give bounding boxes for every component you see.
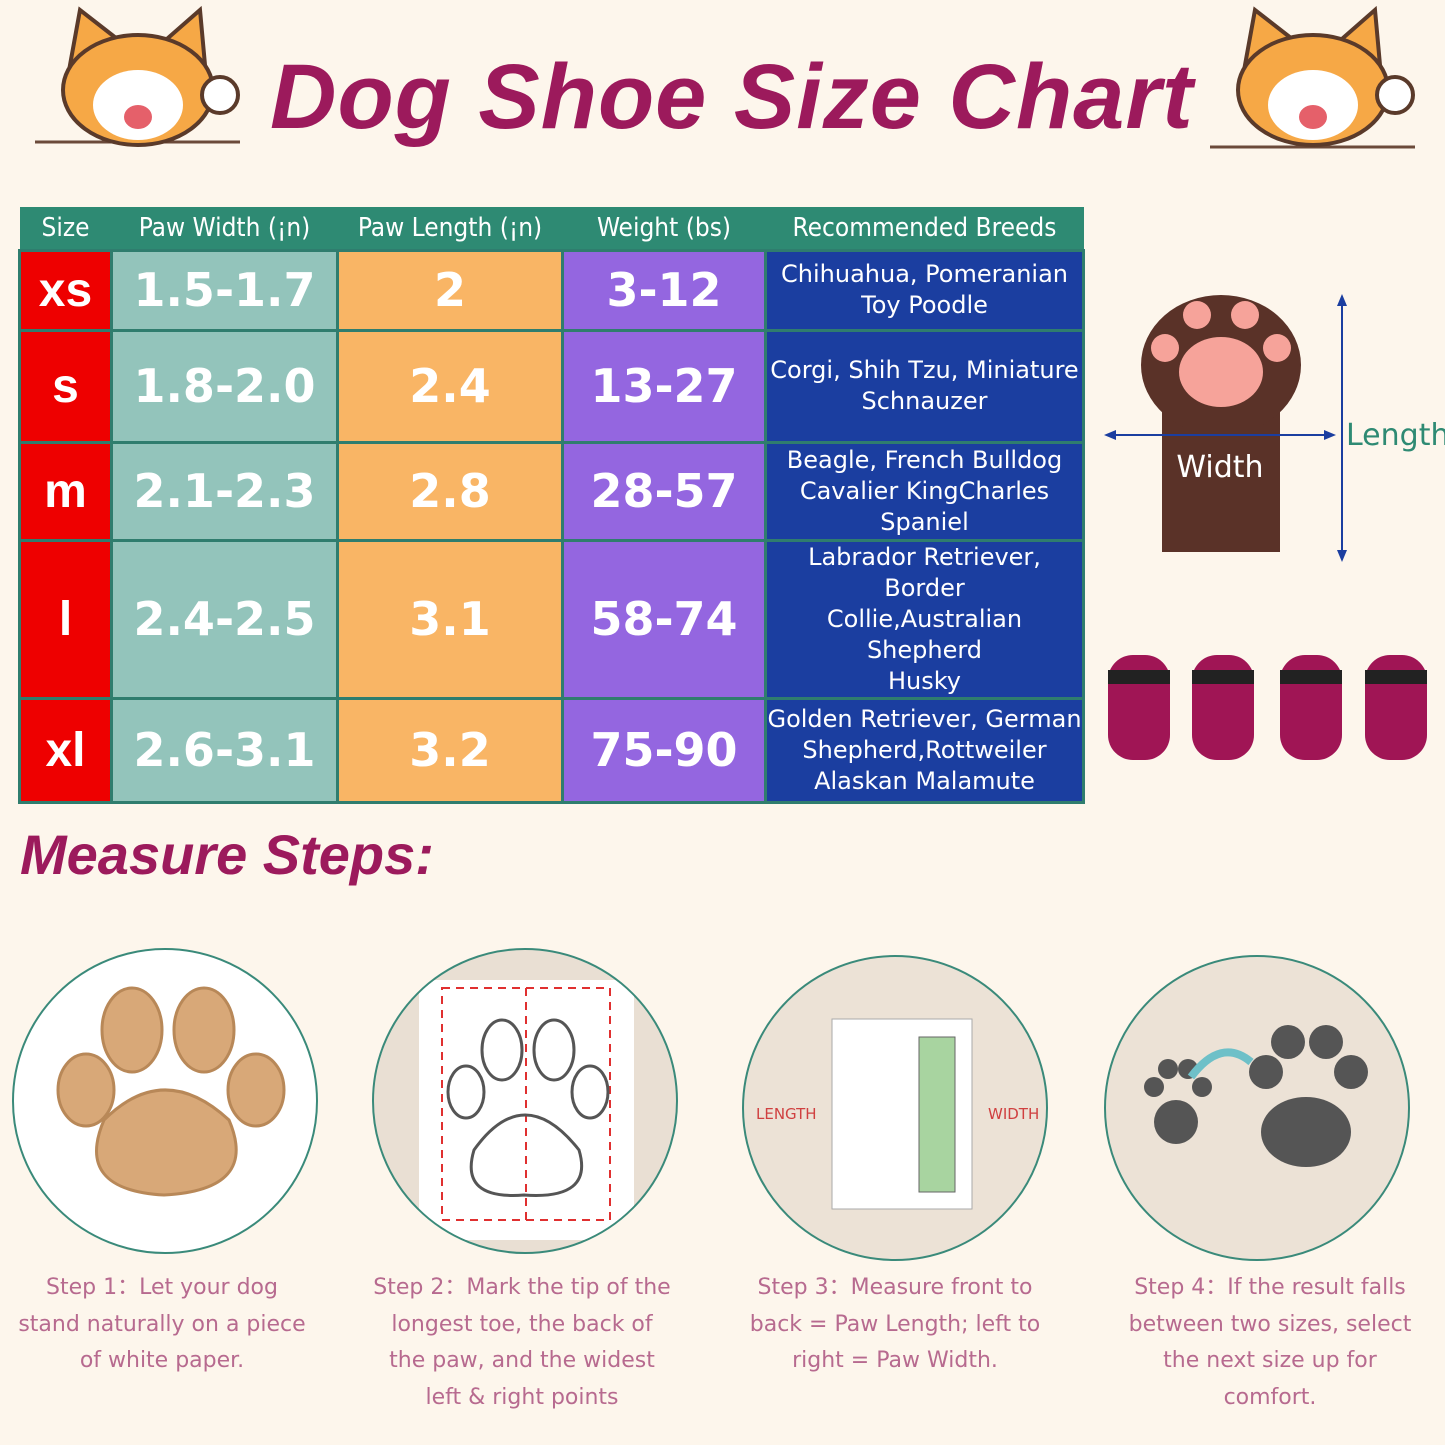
paw-length-cell: 2.8 <box>336 440 564 542</box>
breed-line: Spaniel <box>880 507 969 536</box>
header-weight: Weight (bs) <box>562 207 766 250</box>
table-row: xs 1.5-1.7 2 3-12 Chihuahua, Pomeranian Toy P… <box>18 248 1085 332</box>
width-annotation: WIDTH <box>988 1105 1039 1123</box>
paw-width-cell: 2.4-2.5 <box>110 538 339 700</box>
weight-cell: 3-12 <box>561 248 767 332</box>
breeds-cell: Labrador Retriever, Border Collie,Austral… <box>764 538 1085 700</box>
breeds-cell: Chihuahua, Pomeranian Toy Poodle <box>764 248 1085 332</box>
step1-text: Step 1：Let your dog stand naturally on a… <box>18 1275 306 1373</box>
breeds-cell: Golden Retriever, German Shepherd,Rottwei… <box>764 696 1085 804</box>
weight-cell: 58-74 <box>561 538 767 700</box>
paw-width-cell: 2.6-3.1 <box>110 696 339 804</box>
breed-line: Beagle, French Bulldog <box>786 445 1063 474</box>
header-breeds: Recommended Breeds <box>765 207 1084 250</box>
breed-line: Golden Retriever, German <box>767 704 1082 733</box>
weight-cell: 75-90 <box>561 696 767 804</box>
paw-width-cell: 1.5-1.7 <box>110 248 339 332</box>
table-row: m 2.1-2.3 2.8 28-57 Beagle, French Bulldog Ca… <box>18 440 1085 542</box>
corgi-mascot-right <box>1210 5 1415 149</box>
paw-length-cell: 2 <box>336 248 564 332</box>
table-row: s 1.8-2.0 2.4 13-27 Corgi, Shih Tzu, Miniatu… <box>18 328 1085 444</box>
corgi-mascot-left <box>35 5 240 147</box>
breed-line: Collie,Australian Shepherd <box>826 604 1023 664</box>
paw-width-cell: 2.1-2.3 <box>110 440 339 542</box>
breed-line: Schnauzer <box>861 387 988 415</box>
length-label: Length <box>1346 418 1445 453</box>
step2-image <box>372 948 678 1254</box>
dog-shoes-image <box>1108 655 1427 760</box>
weight-cell: 28-57 <box>561 440 767 542</box>
step3-image: LENGTH WIDTH <box>742 955 1048 1261</box>
table-row: l 2.4-2.5 3.1 58-74 Labrador Retriever, Bord… <box>18 538 1085 700</box>
breed-line: Cavalier KingCharles <box>799 476 1050 505</box>
breeds-cell: Corgi, Shih Tzu, Miniature Schnauzer <box>764 328 1085 444</box>
breed-line: Labrador Retriever, Border <box>808 542 1041 602</box>
breed-line: Chihuahua, Pomeranian <box>781 260 1068 288</box>
breed-line: Toy Poodle <box>861 291 988 319</box>
step1-image <box>12 948 318 1254</box>
breed-line: Shepherd,Rottweiler <box>802 735 1047 764</box>
breed-line: Husky <box>887 666 961 695</box>
paw-width-cell: 1.8-2.0 <box>110 328 339 444</box>
step2-text: Step 2：Mark the tip of the longest toe, … <box>373 1275 671 1410</box>
header-paw-length: Paw Length (¡n) <box>337 207 563 250</box>
width-label: Width <box>1176 450 1263 485</box>
page-title: Dog Shoe Size Chart <box>270 46 1194 148</box>
size-cell: xs <box>18 248 113 332</box>
step4-image <box>1104 955 1410 1261</box>
step3-text: Step 3：Measure front to back = Paw Lengt… <box>749 1275 1041 1373</box>
size-chart-table: Size Paw Width (¡n) Paw Length (¡n) Weig… <box>18 207 1085 804</box>
paw-length-cell: 3.2 <box>336 696 564 804</box>
header-paw-width: Paw Width (¡n) <box>111 207 338 250</box>
breeds-cell: Beagle, French Bulldog Cavalier KingCharl… <box>764 440 1085 542</box>
breed-line: Corgi, Shih Tzu, Miniature <box>770 356 1079 384</box>
breed-line: Alaskan Malamute <box>814 766 1035 795</box>
size-cell: l <box>18 538 113 700</box>
weight-cell: 13-27 <box>561 328 767 444</box>
measure-steps-title: Measure Steps: <box>20 823 434 886</box>
size-cell: s <box>18 328 113 444</box>
paw-length-cell: 2.4 <box>336 328 564 444</box>
length-annotation: LENGTH <box>756 1105 817 1123</box>
step4-text: Step 4：If the result falls between two s… <box>1128 1275 1412 1410</box>
size-cell: xl <box>18 696 113 804</box>
header-size: Size <box>19 207 112 250</box>
paw-length-cell: 3.1 <box>336 538 564 700</box>
table-row: xl 2.6-3.1 3.2 75-90 Golden Retriever, Germa… <box>18 696 1085 804</box>
paw-measure-diagram: Width Length <box>1104 294 1445 562</box>
size-cell: m <box>18 440 113 542</box>
